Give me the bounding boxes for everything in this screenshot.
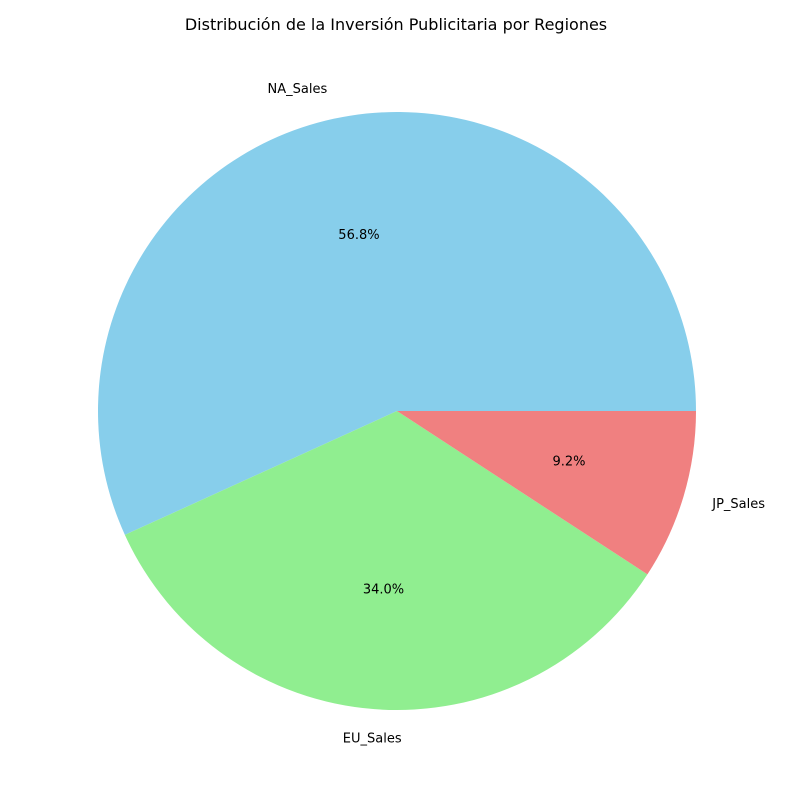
pie-slices — [98, 112, 696, 710]
slice-label: EU_Sales — [343, 731, 402, 746]
slice-percent-label: 56.8% — [338, 228, 379, 243]
slice-percent-label: 9.2% — [552, 455, 585, 470]
slice-label: JP_Sales — [711, 497, 765, 512]
chart-title: Distribución de la Inversión Publicitari… — [185, 15, 607, 34]
slice-percent-label: 34.0% — [363, 582, 404, 597]
slice-label: NA_Sales — [268, 82, 328, 97]
